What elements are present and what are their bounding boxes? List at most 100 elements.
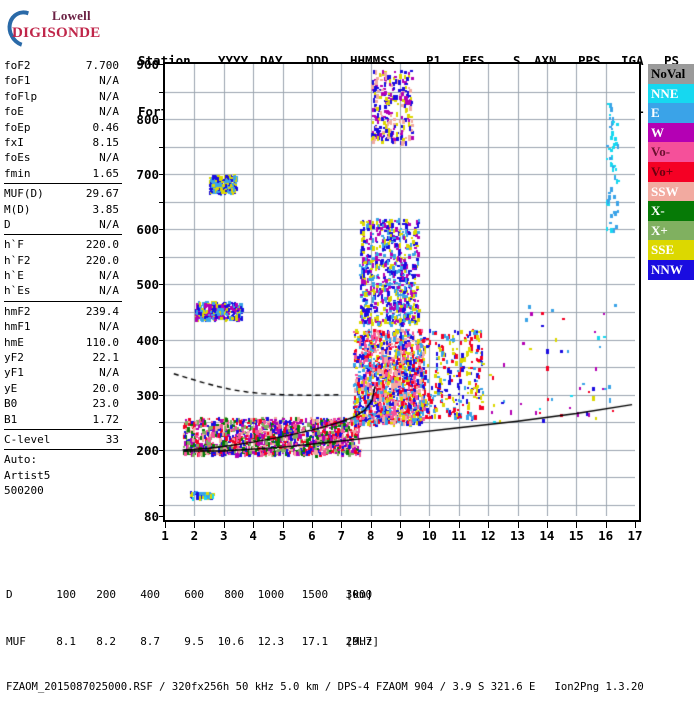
param-key: h`E: [4, 269, 24, 283]
legend-item-label: SSW: [651, 183, 679, 199]
param-key: foE: [4, 105, 24, 119]
param-row: yF1 N/A: [4, 365, 122, 380]
param-row: yF2 22.1: [4, 350, 122, 365]
footer-distance-value: 200: [96, 588, 117, 601]
ionogram-scatter-canvas[interactable]: [165, 64, 635, 516]
footer-distance-unit: [km]: [346, 588, 373, 601]
param-key: M(D): [4, 202, 31, 216]
y-axis-tick: [159, 394, 165, 396]
x-axis-tick: [194, 522, 196, 528]
param-key: foEp: [4, 120, 31, 134]
legend-item-label: X-: [651, 203, 665, 219]
legend-item-e[interactable]: E: [648, 103, 694, 123]
y-axis-tick: [159, 312, 163, 314]
param-key: C-level: [4, 432, 51, 446]
ionogram-plot[interactable]: [163, 62, 641, 522]
footer-muf-value: 17.1: [301, 634, 329, 648]
legend-item-vo-[interactable]: Vo+: [648, 161, 694, 182]
param-row: h`Es N/A: [4, 283, 122, 298]
footer-distance-row: D 100 200 400 600 800 1000 1500 3000 [km]: [6, 587, 644, 603]
x-axis-tick: [635, 522, 636, 528]
x-axis-tick: [605, 522, 607, 528]
y-axis-tick: [159, 477, 163, 479]
param-value: 220.0: [85, 253, 119, 267]
legend-item-nnw[interactable]: NNW: [648, 259, 694, 280]
param-key: fmin: [4, 166, 31, 180]
param-value: 22.1: [92, 351, 120, 365]
x-axis-tick: [165, 522, 166, 528]
x-axis-tick: [341, 522, 343, 528]
y-axis-tick: [159, 504, 163, 506]
footer-muf-value: 10.6: [217, 634, 245, 648]
legend-item-nne[interactable]: NNE: [648, 83, 694, 104]
param-row: h`F2 220.0: [4, 253, 122, 268]
param-row: foF2 7.700: [4, 58, 122, 73]
legend-item-vo-[interactable]: Vo-: [648, 142, 694, 162]
y-axis-tick: [159, 367, 163, 369]
legend-item-label: Vo+: [651, 163, 674, 179]
x-axis-tick-label: 4: [249, 528, 257, 543]
param-auto-line: 500200: [4, 483, 122, 498]
y-axis-tick-label: 300: [136, 387, 159, 403]
x-axis-tick: [311, 522, 313, 528]
param-row: foF1 N/A: [4, 73, 122, 88]
param-key: h`Es: [4, 284, 31, 298]
footer-distance-value: 600: [184, 588, 205, 601]
y-axis-tick: [159, 284, 165, 286]
param-row: yE 20.0: [4, 381, 122, 396]
footer-muf-unit: [MHz]: [346, 634, 380, 648]
legend-item-x-[interactable]: X+: [648, 220, 694, 241]
footer-muf-value: 8.1: [56, 634, 77, 648]
param-value: N/A: [99, 366, 119, 380]
legend-item-sse[interactable]: SSE: [648, 240, 694, 260]
param-value: 29.67: [85, 187, 119, 201]
param-auto-text: Auto:: [4, 453, 38, 467]
x-axis-tick-label: 9: [396, 528, 404, 543]
param-key: hmF2: [4, 304, 31, 318]
param-auto-text: Artist5: [4, 468, 51, 482]
param-value: 110.0: [85, 335, 119, 349]
y-axis-tick: [159, 449, 165, 451]
logo-brand-top: Lowell: [52, 8, 91, 23]
legend-item-x-[interactable]: X-: [648, 201, 694, 221]
x-axis-tick-label: 14: [539, 528, 555, 543]
y-axis-tick-label: 900: [136, 57, 159, 72]
legend-item-noval[interactable]: NoVal: [648, 64, 694, 84]
y-axis-tick-label: 500: [136, 277, 159, 293]
param-key: hmF1: [4, 320, 31, 334]
param-row: MUF(D) 29.67: [4, 186, 122, 201]
y-axis-tick: [159, 201, 163, 203]
param-value: 0.46: [92, 120, 120, 134]
legend-item-ssw[interactable]: SSW: [648, 181, 694, 202]
param-auto-text: 500200: [4, 484, 44, 498]
legend-item-label: W: [651, 124, 664, 140]
param-key: foFlp: [4, 89, 38, 103]
param-key: h`F: [4, 238, 24, 252]
x-axis-tick-label: 15: [568, 528, 584, 543]
param-value: N/A: [99, 105, 119, 119]
param-divider: [4, 428, 122, 430]
param-value: 33: [105, 432, 119, 446]
legend-item-label: Vo-: [651, 144, 671, 160]
param-key: yF1: [4, 366, 24, 380]
legend-item-label: E: [651, 105, 660, 121]
param-key: foEs: [4, 151, 31, 165]
param-value: 8.15: [92, 135, 120, 149]
param-value: N/A: [99, 284, 119, 298]
polarization-legend: NoVal NNE E W Vo- Vo+ SSW X- X+ SSE NNW: [648, 64, 694, 280]
y-axis-tick: [159, 339, 165, 341]
param-key: yE: [4, 381, 18, 395]
param-key: B0: [4, 397, 18, 411]
footer-distance-label: D: [6, 588, 13, 601]
lowell-digisonde-logo: Lowell DIGISONDE: [1, 4, 118, 54]
x-axis-tick-label: 13: [509, 528, 526, 543]
x-axis-tick-label: 12: [480, 528, 496, 543]
x-axis-tick: [576, 522, 578, 528]
y-axis-tick: [159, 229, 165, 231]
footer-distance-value: 1500: [301, 588, 329, 601]
x-axis-tick: [429, 522, 431, 528]
param-value: N/A: [99, 74, 119, 88]
legend-item-w[interactable]: W: [648, 122, 694, 143]
param-value: 220.0: [85, 238, 119, 252]
param-key: MUF(D): [4, 187, 44, 201]
